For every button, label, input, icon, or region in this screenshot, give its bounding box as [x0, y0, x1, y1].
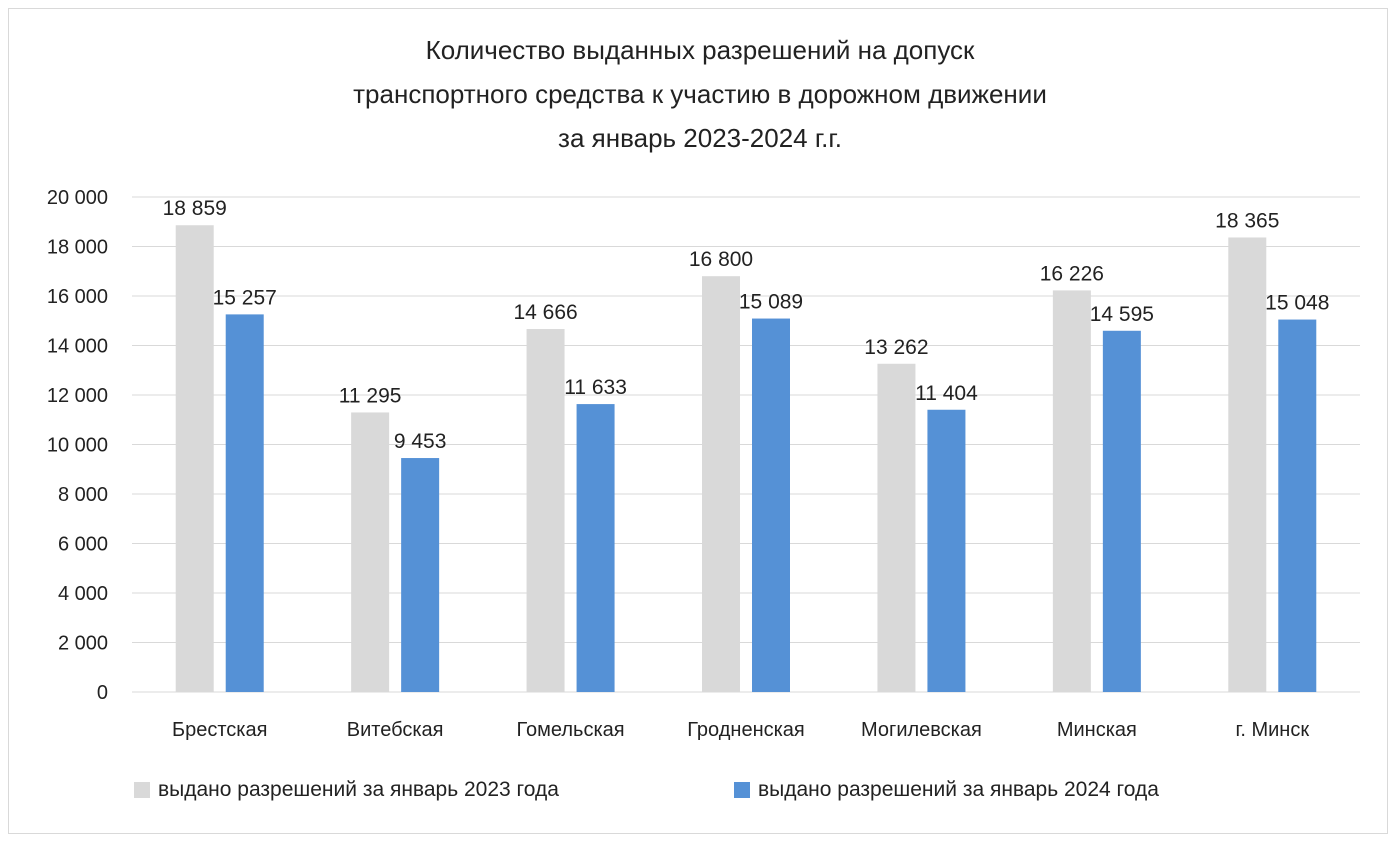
legend-item-2023: выдано разрешений за январь 2023 года	[134, 778, 559, 802]
data-label: 11 295	[339, 384, 402, 407]
legend-item-2024: выдано разрешений за январь 2024 года	[734, 778, 1159, 802]
data-label: 9 453	[394, 430, 447, 453]
x-category-label: Витебская	[347, 719, 444, 741]
y-tick-label: 10 000	[47, 435, 108, 457]
bar	[877, 363, 916, 692]
y-tick-label: 20 000	[47, 187, 108, 209]
data-label: 11 404	[915, 382, 978, 405]
bar	[927, 409, 966, 692]
y-tick-label: 6 000	[58, 534, 108, 556]
bar	[1052, 290, 1091, 692]
data-label: 13 262	[864, 336, 928, 359]
bar	[175, 225, 214, 692]
data-label: 14 595	[1090, 303, 1154, 326]
bar	[351, 412, 390, 692]
legend: выдано разрешений за январь 2023 года вы…	[0, 778, 1400, 810]
bar	[1102, 330, 1141, 692]
bar	[576, 404, 615, 692]
data-label: 18 859	[163, 197, 227, 220]
y-tick-label: 2 000	[58, 633, 108, 655]
data-label: 15 089	[739, 291, 803, 314]
x-category-label: Гомельская	[517, 719, 625, 741]
data-label: 15 257	[213, 286, 277, 309]
bar	[702, 276, 740, 692]
bar	[752, 318, 790, 692]
chart-title-line-3: за январь 2023-2024 г.г.	[558, 123, 842, 153]
data-label: 15 048	[1265, 292, 1329, 315]
legend-label-2023: выдано разрешений за январь 2023 года	[158, 778, 559, 801]
data-label: 14 666	[513, 301, 577, 324]
legend-label-2024: выдано разрешений за январь 2024 года	[758, 778, 1159, 801]
bar	[526, 329, 565, 692]
x-category-label: Могилевская	[861, 719, 982, 741]
bar	[401, 458, 440, 692]
y-tick-label: 18 000	[47, 237, 108, 259]
x-category-label: г. Минск	[1235, 719, 1309, 741]
legend-swatch-2023	[134, 782, 150, 798]
y-tick-label: 0	[97, 682, 108, 704]
x-category-label: Гродненская	[687, 719, 805, 741]
chart-title-line-2: транспортного средства к участию в дорож…	[353, 79, 1047, 109]
chart-title-line-1: Количество выданных разрешений на допуск	[425, 35, 975, 65]
data-label: 11 633	[564, 376, 627, 399]
data-label: 18 365	[1215, 209, 1279, 232]
x-category-label: Брестская	[172, 719, 267, 741]
x-category-label: Минская	[1057, 719, 1137, 741]
data-label: 16 226	[1040, 262, 1104, 285]
bar	[225, 314, 264, 692]
bar	[1278, 319, 1317, 692]
y-tick-label: 12 000	[47, 385, 108, 407]
y-tick-label: 14 000	[47, 336, 108, 358]
legend-swatch-2024	[734, 782, 750, 798]
bar	[1228, 237, 1267, 692]
y-tick-label: 8 000	[58, 484, 108, 506]
data-label: 16 800	[689, 248, 753, 271]
chart-title: Количество выданных разрешений на допуск…	[0, 28, 1400, 160]
y-tick-label: 4 000	[58, 583, 108, 605]
y-tick-label: 16 000	[47, 286, 108, 308]
